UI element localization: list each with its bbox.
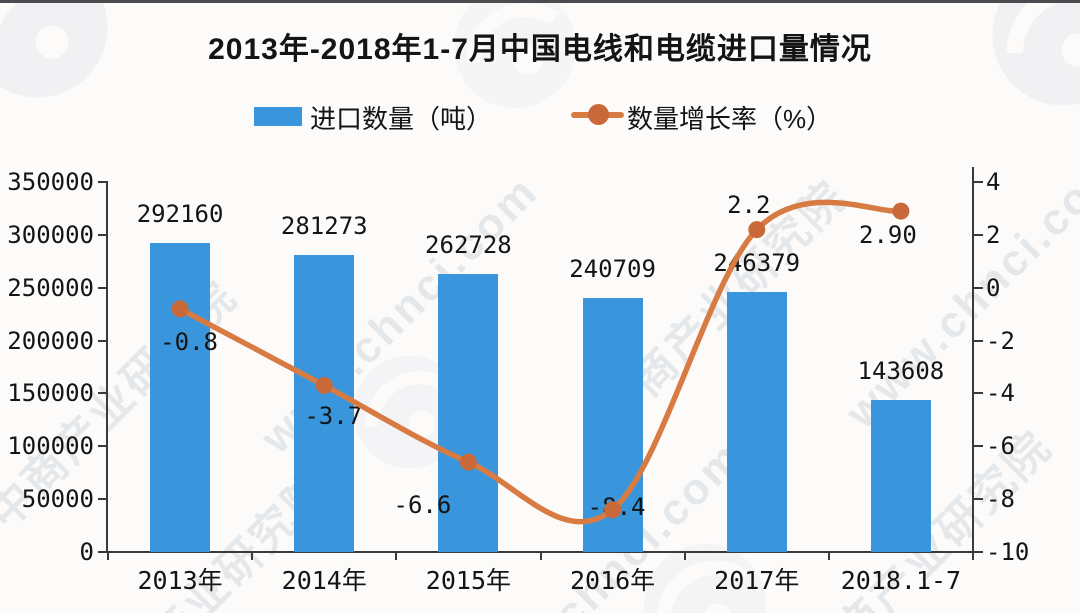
legend-bar-swatch-icon [254,107,302,126]
left-axis-tick [98,181,108,183]
x-axis-tick [827,552,830,560]
left-axis-tick-label: 0 [79,538,94,566]
right-axis-tick [973,551,983,553]
growth-line-marker [748,221,766,239]
left-axis-line [106,182,108,553]
right-axis-tick-label: -10 [986,538,1030,566]
left-axis-tick-label: 300000 [7,220,94,249]
x-axis-tick [539,552,542,560]
legend-label-growth-rate: 数量增长率（%） [627,104,833,134]
right-axis-tick-label: -4 [986,379,1015,408]
right-axis-line [972,167,974,553]
x-axis-tick [251,552,254,560]
top-border [0,0,1080,3]
right-axis-tick-label: -6 [986,432,1015,461]
bar-2017年 [726,291,787,552]
right-axis-tick-label: -8 [986,485,1015,514]
chart-title: 2013年-2018年1-7月中国电线和电缆进口量情况 [208,33,872,66]
right-axis-tick [973,392,983,395]
right-axis-tick [973,498,983,501]
growth-value-label: 2.2 [727,190,771,219]
x-axis-category-label: 2016年 [569,566,656,595]
growth-value-label: 2.90 [859,221,917,250]
bar-value-label: 240709 [569,254,656,283]
x-axis-category-label: 2017年 [714,566,800,595]
bar-value-label: 292160 [136,200,224,229]
growth-value-label: -0.8 [160,327,218,356]
right-axis-tick [973,181,983,183]
bar-2013年 [150,243,211,552]
left-axis-tick [98,339,108,342]
x-axis-tick [107,552,109,560]
growth-value-label: -6.6 [393,491,452,520]
right-axis-tick-label: 2 [986,220,1001,249]
right-axis-tick [973,286,983,289]
right-axis-tick-label: -2 [986,326,1015,355]
left-axis-tick [98,392,108,395]
left-axis-tick-label: 200000 [7,326,94,355]
x-axis-tick [683,552,686,560]
left-axis-tick [98,286,108,289]
x-axis-category-label: 2018.1-7 [840,566,962,595]
legend-line-marker-icon [588,104,609,125]
right-axis-tick-label: 4 [986,168,1001,196]
right-axis-tick [973,339,983,342]
left-axis-tick [98,233,108,236]
left-axis-tick [98,498,108,501]
right-axis-tick [973,233,983,236]
left-axis-tick [98,551,108,553]
bar-value-label: 262728 [425,231,512,260]
left-axis-tick-label: 150000 [7,379,94,408]
right-axis-tick [973,445,983,448]
growth-value-label: -3.7 [304,401,363,430]
left-axis-tick-label: 250000 [7,273,94,302]
x-axis-category-label: 2013年 [137,566,223,595]
bar-value-label: 143608 [857,357,945,386]
legend-label-import-quantity: 进口数量（吨） [310,104,493,134]
left-axis-tick-label: 50000 [21,485,94,514]
left-axis-tick-label: 350000 [7,168,94,196]
growth-value-label: -8.4 [587,492,646,521]
bar-value-label: 246379 [713,248,801,277]
left-axis-tick-label: 100000 [7,432,94,461]
growth-line-marker [892,202,910,220]
left-axis-tick [98,445,108,448]
x-axis-tick [972,552,974,560]
x-axis-category-label: 2015年 [425,566,512,595]
x-axis-category-label: 2014年 [281,566,367,595]
watermark-text: www.chnci.com [836,141,1080,438]
bar-value-label: 281273 [280,211,368,240]
bar-2018.1-7 [870,400,931,552]
x-axis-tick [395,552,398,560]
right-axis-tick-label: 0 [986,273,1001,302]
